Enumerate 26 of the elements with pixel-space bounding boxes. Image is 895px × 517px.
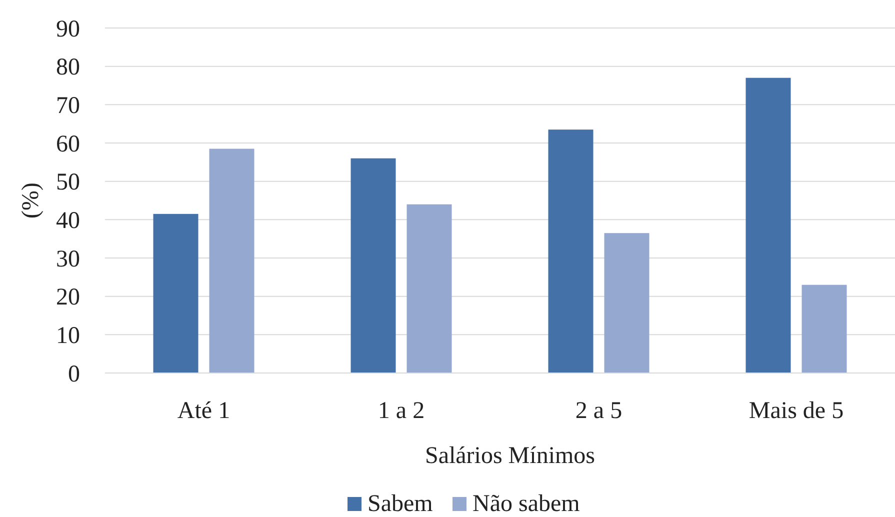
y-tick-label: 40	[56, 208, 80, 234]
x-tick-label: Até 1	[177, 398, 230, 424]
y-tick-label: 20	[56, 284, 80, 311]
x-tick-label: 1 a 2	[378, 398, 425, 424]
y-tick-label: 60	[56, 131, 80, 158]
y-axis-title: (%)	[18, 182, 44, 218]
bar	[153, 214, 198, 373]
bar	[604, 233, 650, 373]
bar	[746, 78, 791, 373]
legend-label: Sabem	[368, 491, 434, 517]
bar	[209, 148, 254, 373]
y-tick-label: 50	[56, 170, 80, 196]
bar	[350, 158, 396, 373]
legend-label: Não sabem	[472, 491, 580, 517]
x-tick-label: 2 a 5	[575, 398, 622, 424]
y-tick-label: 0	[68, 361, 80, 388]
x-axis-title: Salários Mínimos	[424, 443, 596, 469]
bar	[548, 130, 594, 373]
bar	[802, 284, 847, 373]
y-tick-label: 10	[56, 323, 80, 350]
y-tick-label: 70	[56, 93, 80, 120]
x-tick-label: Mais de 5	[748, 398, 844, 424]
y-tick-label: 30	[56, 246, 80, 272]
y-tick-label: 80	[56, 54, 80, 81]
bar	[406, 204, 452, 373]
y-tick-label: 90	[56, 16, 80, 42]
